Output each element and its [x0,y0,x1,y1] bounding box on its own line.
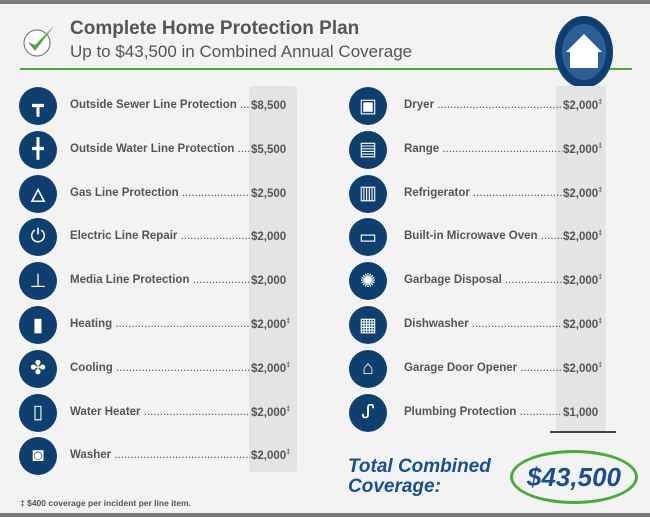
item-label: Washer [70,449,270,461]
garbage-disposal-icon: ✺ [349,262,387,301]
refrigerator-icon: ▥ [349,174,387,213]
item-value: $2,000‡ [250,361,291,375]
list-item: ⊥ Media Line Protection $2,000 [19,261,319,301]
dishwasher-icon: ▦ [349,306,387,344]
pipe-icon: ┳ [19,87,57,125]
item-value: $2,000‡ [562,99,603,112]
item-label: Refrigerator [404,187,562,199]
item-label: Range [404,143,562,155]
list-item: ▯ Water Heater $2,000‡ [19,393,319,433]
list-item: 🜂 Gas Line Protection $2,500 [19,174,319,214]
list-item: ⏻ Electric Line Repair $2,000 [19,217,319,257]
fan-icon: ✤ [19,349,57,388]
checkmark-icon [23,26,54,57]
list-item: ▦ Dishwasher $2,000‡ [349,305,649,345]
item-value: $2,000‡ [250,405,291,419]
item-label: Garage Door Opener [404,362,562,374]
item-value: $2,000 [250,230,287,244]
garage-door-icon: ⌂ [349,349,387,388]
item-value: $2,000 [250,274,287,288]
microwave-icon: ▭ [349,218,387,257]
list-item: ▭ Built-in Microwave Oven $2,000‡ [349,217,649,257]
item-value: $2,000‡ [562,361,603,375]
item-value: $2,000‡ [250,449,291,463]
item-label: Heating [70,318,270,330]
list-item: ◙ Washer $2,000‡ [19,436,319,476]
item-label: Outside Sewer Line Protection [70,99,270,111]
footnote: ‡ $400 coverage per incident per line it… [20,498,192,508]
item-label: Dishwasher [404,318,562,330]
list-item: ▥ Refrigerator $2,000‡ [349,174,649,214]
item-label: Electric Line Repair [70,230,270,242]
list-item: ▮ Heating $2,000‡ [19,305,319,345]
house-icon [555,16,613,88]
list-item: ▤ Range $2,000‡ [349,130,649,170]
furnace-icon: ▮ [19,306,57,344]
total-label: Total Combined Coverage: [348,456,491,497]
item-label: Media Line Protection [70,274,270,286]
flame-icon: 🜂 [19,174,57,213]
cable-splitter-icon: ⊥ [19,262,57,301]
divider [20,68,632,70]
page-title: Complete Home Protection Plan [70,18,360,39]
list-item: ✤ Cooling $2,000‡ [19,349,319,389]
list-item: ᔑ Plumbing Protection $1,000 [349,393,649,433]
item-value: $5,500 [250,142,287,156]
washer-icon: ◙ [19,437,57,476]
item-value: $2,500 [250,186,287,200]
list-item: ⌂ Garage Door Opener $2,000‡ [349,349,649,389]
item-label: Plumbing Protection [404,406,562,418]
item-value: $2,000‡ [250,318,291,331]
list-item: ✺ Garbage Disposal $2,000‡ [349,261,649,301]
item-label: Dryer [404,99,562,111]
item-label: Cooling [70,362,270,374]
item-value: $2,000‡ [562,318,603,331]
dryer-icon: ▣ [349,87,387,125]
item-value: $1,000 [562,405,599,419]
item-label: Garbage Disposal [404,274,562,286]
subtotal-underline [550,431,616,433]
plug-icon: ⏻ [19,218,57,257]
item-value: $8,500 [250,99,287,112]
list-item: ┳ Outside Sewer Line Protection $8,500 [19,86,319,126]
item-label: Gas Line Protection [70,187,270,199]
total-amount: $43,500 [510,450,638,504]
list-item: ╋ Outside Water Line Protection $5,500 [19,130,319,170]
item-label: Built-in Microwave Oven [404,230,562,242]
item-value: $2,000‡ [562,230,603,244]
water-heater-icon: ▯ [19,393,57,432]
water-pipe-icon: ╋ [19,130,57,169]
plumbing-icon: ᔑ [349,393,387,432]
list-item: ▣ Dryer $2,000‡ [349,86,649,126]
item-value: $2,000‡ [562,142,603,156]
item-label: Outside Water Line Protection [70,143,270,155]
item-label: Water Heater [70,406,270,418]
page-subtitle: Up to $43,500 in Combined Annual Coverag… [70,42,413,61]
item-value: $2,000‡ [562,186,603,200]
range-icon: ▤ [349,130,387,169]
item-value: $2,000‡ [562,274,603,288]
